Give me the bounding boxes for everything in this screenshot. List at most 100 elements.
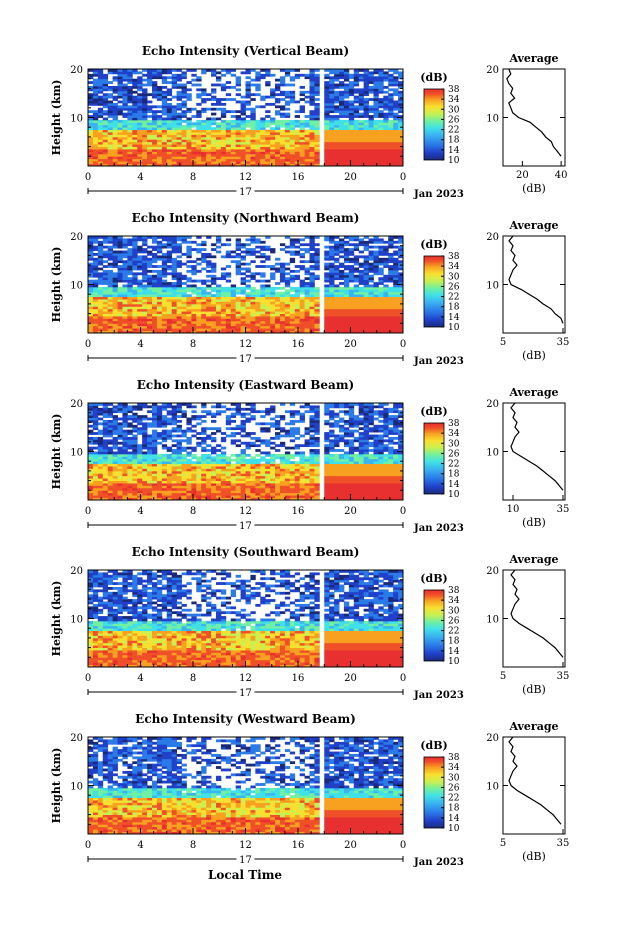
- heatmap-cell: [339, 485, 345, 489]
- average-profile-line: [506, 68, 562, 157]
- heatmap-cell: [201, 294, 207, 298]
- heatmap-cell: [171, 119, 177, 123]
- heatmap-cell: [151, 291, 158, 295]
- heatmap-cell: [265, 132, 271, 135]
- heatmap-cell: [206, 325, 212, 329]
- heatmap-cell: [314, 475, 320, 479]
- heatmap-cell: [304, 151, 310, 155]
- heatmap-cell: [137, 284, 143, 288]
- heatmap-cell: [334, 303, 340, 307]
- heatmap-cell: [122, 132, 128, 135]
- heatmap-cell: [348, 313, 355, 317]
- heatmap-cell: [348, 296, 355, 300]
- heatmap-cell: [398, 163, 404, 167]
- heatmap-cell: [176, 132, 182, 135]
- heatmap-cell: [343, 313, 350, 317]
- heatmap-cell: [112, 320, 118, 324]
- heatmap-cell: [142, 296, 148, 300]
- heatmap-cell: [230, 284, 237, 288]
- heatmap-cell: [220, 129, 227, 133]
- heatmap-cell: [230, 294, 237, 298]
- heatmap-cell: [358, 238, 365, 242]
- heatmap-cell: [225, 490, 232, 494]
- heatmap-cell: [270, 93, 276, 97]
- heatmap-cell: [230, 316, 237, 319]
- heatmap-cell: [383, 153, 389, 157]
- heatmap-cell: [191, 303, 197, 307]
- heatmap-cell: [161, 158, 168, 162]
- heatmap-cell: [304, 284, 310, 288]
- heatmap-cell: [156, 149, 163, 152]
- heatmap-cell: [260, 320, 266, 324]
- heatmap-cell: [97, 243, 104, 247]
- heatmap-cell: [127, 490, 133, 494]
- heatmap-cell: [122, 267, 128, 271]
- heatmap-cell: [353, 328, 360, 331]
- heatmap-cell: [137, 294, 143, 298]
- heatmap-cell: [265, 158, 271, 162]
- heatmap-cell: [92, 328, 99, 331]
- heatmap-cell: [176, 255, 182, 259]
- heatmap-cell: [329, 306, 335, 310]
- heatmap-cell: [102, 485, 109, 489]
- heatmap-cell: [393, 252, 399, 256]
- heatmap-cell: [309, 156, 315, 160]
- heatmap-cell: [363, 320, 369, 324]
- heatmap-cell: [279, 299, 286, 302]
- heatmap-cell: [191, 495, 197, 498]
- heatmap-cell: [156, 478, 163, 481]
- heatmap-cell: [353, 134, 360, 138]
- heatmap-cell: [181, 490, 187, 494]
- heatmap-cell: [201, 478, 207, 481]
- heatmap-cell: [151, 117, 158, 121]
- heatmap-cell: [270, 277, 276, 281]
- heatmap-cell: [107, 153, 114, 157]
- heatmap-cell: [265, 286, 271, 290]
- heatmap-cell: [166, 144, 173, 147]
- heatmap-cell: [230, 487, 237, 491]
- heatmap-cell: [240, 272, 246, 276]
- heatmap-cell: [309, 151, 315, 155]
- heatmap-cell: [304, 136, 310, 140]
- heatmap-cell: [284, 306, 291, 310]
- heatmap-cell: [132, 158, 138, 162]
- heatmap-cell: [211, 320, 217, 324]
- heatmap-cell: [398, 95, 404, 99]
- heatmap-cell: [265, 95, 271, 99]
- heatmap-cell: [181, 495, 187, 498]
- heatmap-cell: [142, 149, 148, 152]
- heatmap-cell: [220, 277, 227, 281]
- heatmap-cell: [348, 325, 355, 329]
- heatmap-cell: [156, 473, 163, 477]
- heatmap-cell: [235, 238, 241, 242]
- heatmap-cell: [206, 141, 212, 145]
- heatmap-cell: [156, 282, 163, 285]
- heatmap-cell: [127, 485, 133, 489]
- heatmap-cell: [284, 318, 291, 322]
- heatmap-cell: [309, 141, 315, 145]
- heatmap-cell: [142, 286, 148, 290]
- heatmap-cell: [353, 311, 360, 314]
- heatmap-cell: [235, 313, 241, 317]
- heatmap-cell: [147, 127, 153, 131]
- heatmap-cell: [383, 71, 389, 75]
- heatmap-cell: [378, 102, 384, 106]
- heatmap-cell: [206, 69, 212, 72]
- heatmap-cell: [206, 328, 212, 331]
- heatmap-cell: [186, 265, 192, 268]
- heatmap-cell: [383, 158, 389, 162]
- heatmap-cell: [151, 480, 158, 484]
- heatmap-cell: [112, 134, 118, 138]
- heatmap-cell: [398, 139, 404, 143]
- heatmap-cell: [284, 294, 291, 298]
- heatmap-cell: [215, 299, 222, 302]
- heatmap-cell: [235, 470, 241, 474]
- heatmap-cell: [265, 303, 271, 307]
- heatmap-cell: [211, 308, 217, 312]
- heatmap-cell: [137, 485, 143, 489]
- date-label: Jan 2023: [413, 189, 464, 200]
- heatmap-cell: [225, 475, 232, 479]
- heatmap-cell: [147, 129, 153, 133]
- heatmap-cell: [314, 153, 320, 157]
- heatmap-cell: [294, 163, 301, 167]
